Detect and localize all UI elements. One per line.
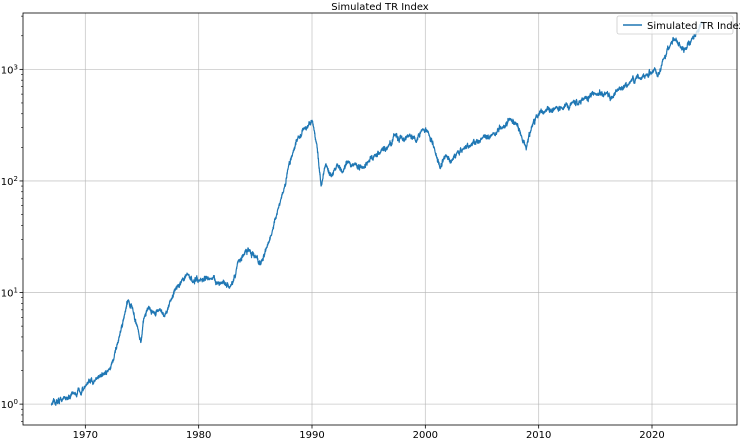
- x-tick-label: 2020: [639, 430, 664, 440]
- axes-frame: [22, 12, 738, 426]
- legend-box: [616, 15, 734, 35]
- legend[interactable]: Simulated TR Index: [616, 15, 740, 35]
- y-tick-label: 101: [1, 287, 18, 300]
- legend-entry-label: Simulated TR Index: [647, 21, 740, 32]
- x-tick-label: 1970: [73, 430, 98, 440]
- x-tick-label: 2010: [526, 430, 551, 440]
- y-tick-label: 100: [1, 398, 18, 411]
- y-tick-label: 102: [1, 175, 18, 188]
- x-tick-label: 1980: [186, 430, 211, 440]
- chart-title: Simulated TR Index: [331, 2, 429, 13]
- grid: [23, 13, 737, 425]
- ticks: 1970 1980 1990 2000 2010 2020 100 101 102 103: [1, 15, 665, 440]
- x-tick-label: 2000: [413, 430, 438, 440]
- y-tick-label: 103: [1, 63, 18, 76]
- x-tick-label: 1990: [299, 430, 324, 440]
- series-line: [50, 21, 704, 406]
- series-layer: [50, 21, 704, 406]
